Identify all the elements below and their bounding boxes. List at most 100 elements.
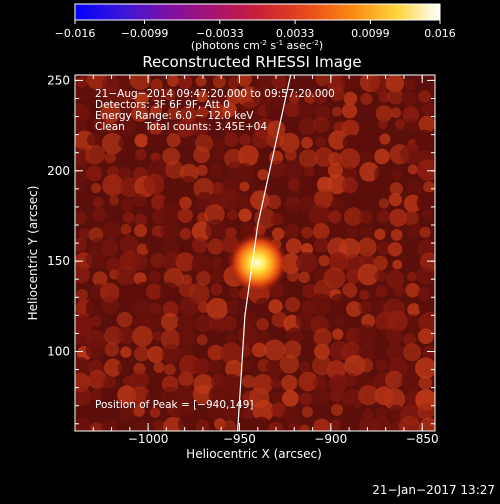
heatmap-cell <box>221 315 237 332</box>
heatmap-cell <box>299 75 320 95</box>
heatmap-cell <box>339 148 361 170</box>
heatmap-cell <box>134 345 150 362</box>
heatmap-cell <box>295 310 315 330</box>
x-tick-label: −950 <box>223 432 256 446</box>
heatmap-cell <box>225 227 237 239</box>
heatmap-cell <box>287 178 302 192</box>
heatmap-cell <box>179 154 191 166</box>
heatmap-cell <box>120 224 132 235</box>
heatmap-cell <box>279 354 300 374</box>
heatmap-cell <box>165 160 184 179</box>
heatmap-cell <box>229 287 240 299</box>
heatmap-cell <box>404 77 417 90</box>
peak-position-label: Position of Peak = [−940,149] <box>95 399 254 411</box>
heatmap-cell <box>102 174 124 197</box>
solar-limb-curve <box>237 75 292 431</box>
heatmap-cell <box>90 183 102 194</box>
colorbar-tick-label: −0.0099 <box>121 27 169 40</box>
heatmap-cell <box>339 417 361 431</box>
heatmap-cell <box>403 210 419 226</box>
chart-title: Reconstructed RHESSI Image <box>142 53 361 71</box>
heatmap-cell <box>401 90 418 107</box>
heatmap-cell <box>374 270 387 282</box>
heatmap-cell <box>254 297 272 315</box>
heatmap-cell <box>190 117 210 137</box>
heatmap-cell <box>149 407 161 418</box>
heatmap-cell <box>359 119 370 130</box>
heatmap-cell <box>357 263 379 286</box>
heatmap-cell <box>341 103 358 119</box>
heatmap-cell <box>374 148 390 165</box>
heatmap-cell <box>418 417 435 431</box>
heatmap-cell <box>174 384 196 406</box>
heatmap-cell <box>145 389 164 408</box>
heatmap-cell <box>177 175 199 197</box>
heatmap-cell <box>92 207 106 222</box>
heatmap-cell <box>119 166 132 179</box>
heatmap-cell <box>87 132 102 147</box>
heatmap-cell <box>179 296 200 317</box>
heatmap-cell <box>311 387 331 407</box>
heatmap-cell <box>282 203 304 226</box>
heatmap-cell <box>75 405 92 422</box>
heatmap-cell <box>225 333 237 346</box>
heatmap-cell <box>389 404 404 419</box>
heatmap-cell <box>85 144 105 165</box>
heatmap-cell <box>377 118 389 130</box>
heatmap-cell <box>160 329 181 350</box>
heatmap-cell <box>414 75 435 93</box>
heatmap-cell <box>182 135 196 150</box>
heatmap-cell <box>117 326 135 344</box>
heatmap-cell <box>286 327 303 344</box>
heatmap-cell <box>194 314 213 333</box>
heatmap-cell <box>310 293 332 315</box>
heatmap-cell <box>406 313 421 328</box>
heatmap-cell <box>373 175 394 195</box>
heatmap-cell <box>90 315 102 328</box>
heatmap-cell <box>152 330 163 342</box>
heatmap-cell <box>196 271 211 286</box>
heatmap-cell <box>403 333 417 347</box>
heatmap-cell <box>219 189 241 210</box>
heatmap-cell <box>283 160 303 180</box>
heatmap-cell <box>330 197 344 211</box>
heatmap-cell <box>392 284 405 297</box>
heatmap-cell <box>406 118 420 132</box>
heatmap-cell <box>178 371 194 387</box>
heatmap-cell <box>270 212 284 226</box>
heatmap-cell <box>314 189 334 209</box>
heatmap-cell <box>301 136 313 149</box>
heatmap-cell <box>131 104 149 122</box>
heatmap-cell <box>92 117 107 132</box>
heatmap-cell <box>387 241 403 257</box>
heatmap-cell <box>237 299 254 316</box>
heatmap-cell <box>386 343 405 362</box>
heatmap-cell <box>285 238 302 255</box>
heatmap-cell <box>390 229 403 241</box>
colorbar-tick-labels: −0.016 −0.0099 −0.0033 0.0033 0.0099 0.016 <box>55 27 456 40</box>
heatmap-cell <box>75 193 88 206</box>
heatmap-cell <box>302 283 317 299</box>
heatmap-cell <box>75 237 87 252</box>
heatmap-cell <box>407 303 421 317</box>
heatmap-cell <box>210 283 223 296</box>
heatmap-cell <box>133 404 145 417</box>
heatmap-cell <box>227 77 240 89</box>
heatmap-cell <box>417 286 432 301</box>
heatmap-cell <box>330 403 344 417</box>
heatmap-cell <box>373 255 388 271</box>
heatmap-cell <box>272 179 283 191</box>
heatmap-cell <box>129 386 151 407</box>
heatmap-cell <box>129 370 150 390</box>
heatmap-cell <box>161 343 182 364</box>
heatmap-cell <box>101 296 120 314</box>
heatmap-cell <box>241 359 252 371</box>
heatmap-cell <box>101 132 124 155</box>
heatmap-cell <box>222 102 237 118</box>
heatmap-cell <box>287 422 301 431</box>
heatmap-cell <box>282 405 299 423</box>
heatmap-cell <box>221 119 237 135</box>
heatmap-cell <box>78 228 90 240</box>
heatmap-cell <box>75 386 92 407</box>
